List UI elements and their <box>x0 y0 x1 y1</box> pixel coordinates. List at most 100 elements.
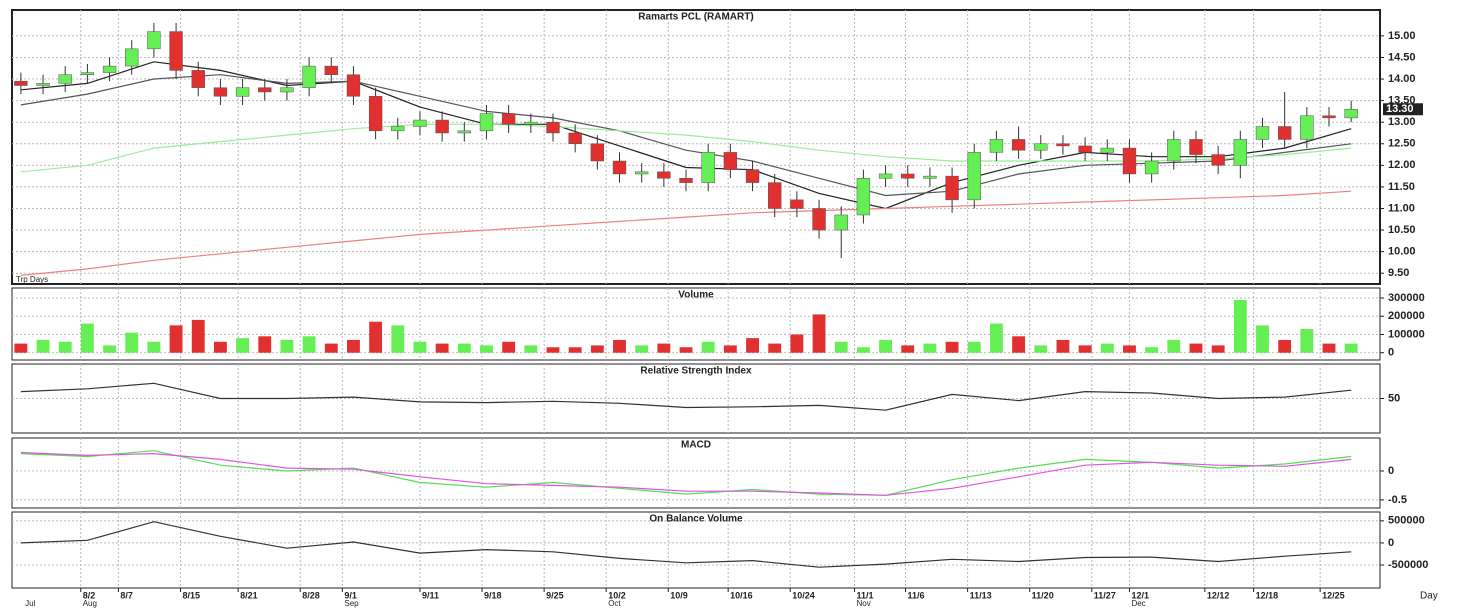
y-tick-label: 9.50 <box>1388 267 1409 279</box>
volume-bar <box>967 341 981 353</box>
volume-bar <box>701 341 715 353</box>
candle-body <box>457 130 471 134</box>
candle-body <box>1144 160 1159 175</box>
volume-bar <box>147 341 161 353</box>
x-tick-label: 11/13 <box>970 590 992 600</box>
volume-bar <box>435 343 449 353</box>
candle-body <box>1211 154 1225 166</box>
volume-bar <box>879 339 892 353</box>
panel-frame <box>11 287 1381 361</box>
volume-bar <box>945 341 959 353</box>
y-tick-label: 100000 <box>1388 328 1425 340</box>
volume-bar <box>80 323 94 353</box>
y-tick-label: -0.5 <box>1388 494 1407 506</box>
panel-frame <box>11 9 1381 285</box>
volume-bar <box>613 339 626 353</box>
x-tick-label: 9/18 <box>484 590 502 600</box>
candle-body <box>1100 147 1114 153</box>
y-tick-label: 14.00 <box>1388 73 1416 85</box>
x-tick-label: 12/12 <box>1207 590 1230 600</box>
candle-body <box>812 208 826 231</box>
panel-title: MACD <box>681 440 711 451</box>
candle-body <box>568 132 582 145</box>
candle-body <box>524 121 538 125</box>
candle-body <box>1122 147 1137 175</box>
candle-body <box>213 87 228 97</box>
candle-body <box>1056 143 1070 147</box>
candle-body <box>435 119 449 134</box>
volume-bar <box>324 343 338 353</box>
candle-body <box>745 169 760 183</box>
panel-title: Relative Strength Index <box>640 366 752 377</box>
candle-body <box>169 31 183 71</box>
volume-bar <box>413 341 427 353</box>
last-price-box <box>1383 103 1423 116</box>
volume-bar <box>723 345 737 353</box>
panel-title: Ramarts PCL (RAMART) <box>638 12 753 23</box>
candle-body <box>723 152 738 170</box>
y-tick-label: 200000 <box>1388 310 1425 322</box>
volume-bar <box>502 341 516 353</box>
month-label: Dec <box>1131 599 1145 608</box>
x-tick-label: 11/6 <box>908 590 925 600</box>
candle-body <box>58 74 72 84</box>
x-tick-label: 10/16 <box>730 590 753 600</box>
candle-body <box>657 171 671 179</box>
volume-bar <box>169 325 183 353</box>
x-tick-label: 10/2 <box>608 590 626 600</box>
candle-body <box>1255 126 1270 140</box>
volume-bar <box>1034 345 1048 353</box>
candle-body <box>235 87 250 97</box>
volume-bar <box>1278 339 1292 353</box>
month-label: Nov <box>857 599 871 608</box>
candle-body <box>856 178 871 216</box>
x-tick-label: 9/25 <box>546 590 564 600</box>
candle-body <box>368 96 383 132</box>
volume-bar <box>923 343 937 353</box>
y-tick-label: 0 <box>1388 347 1394 359</box>
volume-bar <box>369 321 383 353</box>
month-label: Oct <box>608 599 621 608</box>
panel-title: Volume <box>678 290 714 301</box>
indicator-line <box>20 382 1352 411</box>
x-tick-label: 11/1 <box>857 590 874 600</box>
month-label: Jul <box>25 599 35 608</box>
candle-body <box>479 113 494 132</box>
candle-body <box>413 119 427 127</box>
y-tick-label: -500000 <box>1388 559 1428 571</box>
candle-body <box>391 126 405 132</box>
volume-bar <box>657 343 671 353</box>
volume-bar <box>14 343 28 353</box>
last-price-label: 13.30 <box>1386 103 1414 115</box>
candle-body <box>280 87 294 93</box>
candle-body <box>1233 139 1247 166</box>
x-tick-label: 10/24 <box>792 590 815 600</box>
x-tick-label: 8/7 <box>120 590 133 600</box>
candle-body <box>1034 143 1048 151</box>
y-tick-label: 0 <box>1388 465 1394 477</box>
x-tick-label: 12/1 <box>1131 590 1149 600</box>
volume-bar <box>58 341 72 353</box>
volume-bar <box>1322 343 1336 353</box>
volume-bar <box>1123 345 1136 353</box>
x-tick-label: 9/11 <box>422 590 439 600</box>
corner-label: Trp Days <box>16 275 48 284</box>
volume-bar <box>1189 343 1203 353</box>
y-tick-label: 0 <box>1388 537 1394 549</box>
x-tick-label: 9/1 <box>344 590 357 600</box>
candle-body <box>768 182 782 209</box>
y-tick-label: 12.50 <box>1388 138 1416 150</box>
volume-bar <box>1056 339 1070 353</box>
volume-bar <box>1256 325 1269 353</box>
volume-bar <box>746 338 759 353</box>
candle-body <box>923 175 937 179</box>
candle-body <box>989 139 1004 153</box>
y-tick-label: 11.50 <box>1388 181 1415 193</box>
x-tick-label: 11/20 <box>1032 590 1054 600</box>
x-tick-label: 8/15 <box>183 590 201 600</box>
volume-bar <box>302 336 316 353</box>
volume-bar <box>1012 336 1026 353</box>
volume-bar <box>213 341 227 353</box>
volume-bar <box>1167 339 1181 353</box>
volume-bar <box>103 345 116 353</box>
